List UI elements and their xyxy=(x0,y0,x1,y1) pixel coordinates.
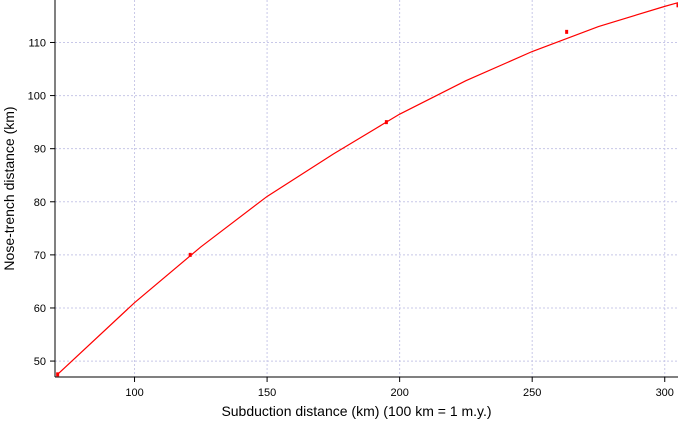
y-tick-label: 70 xyxy=(34,250,46,262)
axes xyxy=(54,0,678,378)
y-tick-label: 110 xyxy=(28,37,46,49)
x-tick-label: 300 xyxy=(656,387,674,399)
data-point xyxy=(188,252,192,257)
x-axis-title: Subduction distance (km) (100 km = 1 m.y… xyxy=(221,403,491,419)
data-point xyxy=(56,372,60,377)
x-tick-label: 100 xyxy=(125,387,143,399)
y-tick-label: 90 xyxy=(34,144,46,156)
data-point xyxy=(676,3,678,8)
y-tick-label: 60 xyxy=(34,303,46,315)
x-tick-label: 150 xyxy=(258,387,276,399)
data-point xyxy=(384,120,388,125)
y-tick-label: 50 xyxy=(34,356,46,368)
fit-curve-layer xyxy=(57,2,678,375)
fit-curve xyxy=(57,2,678,375)
data-point xyxy=(565,29,569,34)
y-axis-title: Nose-trench distance (km) xyxy=(1,106,17,270)
grid xyxy=(55,0,678,377)
x-tick-label: 200 xyxy=(390,387,408,399)
data-points-layer xyxy=(56,3,678,377)
y-tick-label: 100 xyxy=(28,91,46,103)
x-tick-label: 250 xyxy=(523,387,541,399)
ticks: 100 150 200 250 300 50 60 70 80 90 100 110 xyxy=(28,37,674,399)
y-tick-label: 80 xyxy=(34,197,46,209)
